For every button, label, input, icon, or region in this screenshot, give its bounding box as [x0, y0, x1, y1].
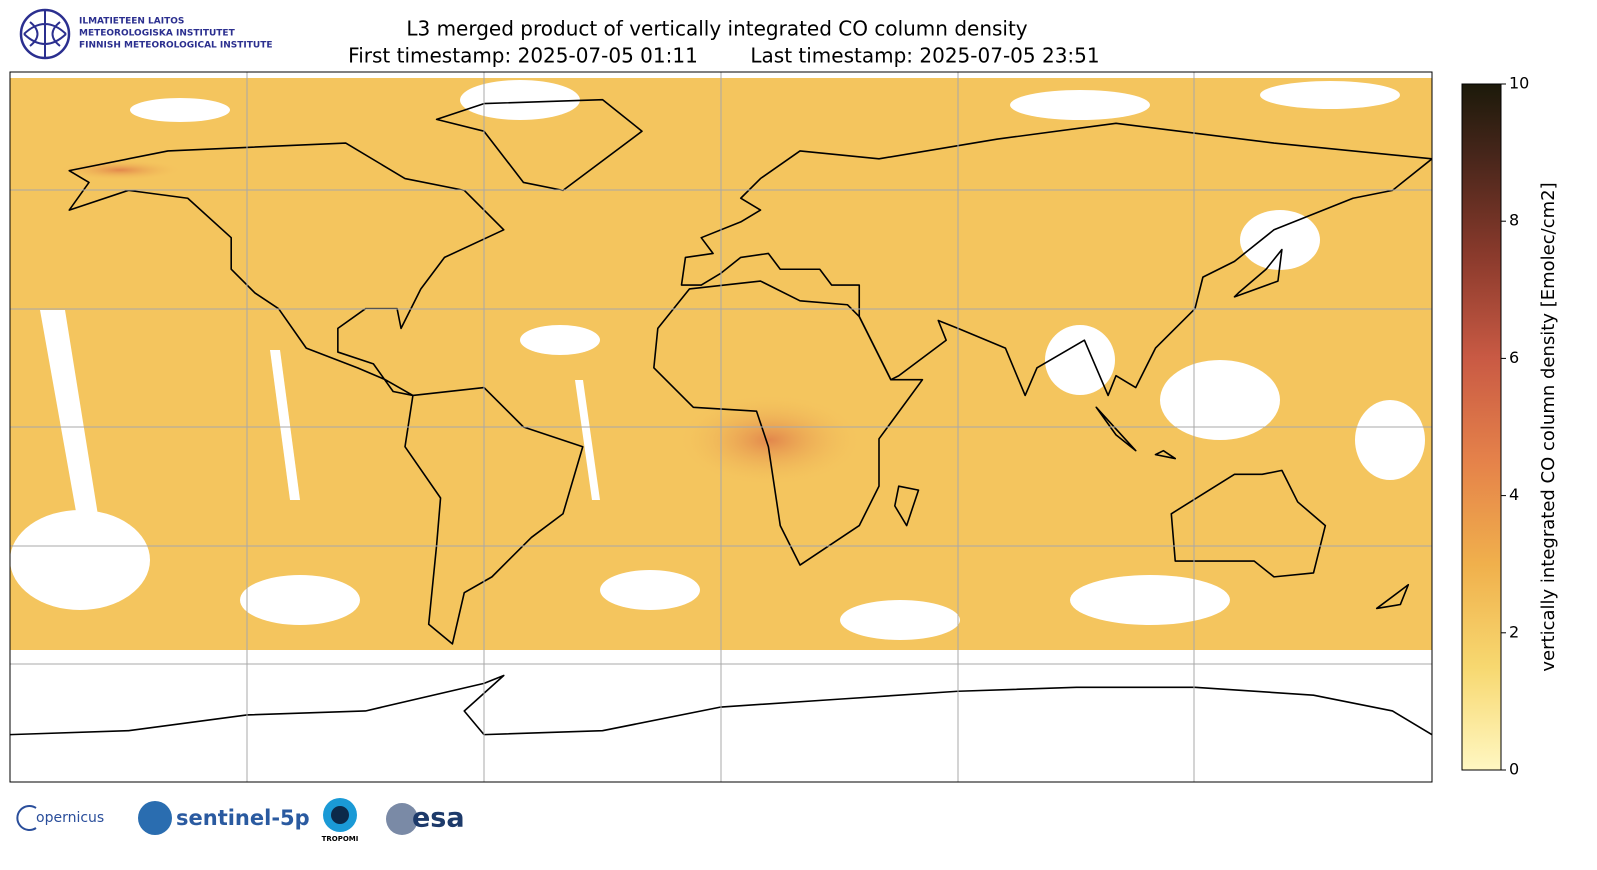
logo-text: ILMATIETEEN LAITOS: [79, 17, 184, 27]
tropomi-logo: TROPOMI: [322, 798, 359, 843]
fmi-logo: ILMATIETEEN LAITOS METEOROLOGISKA INSTIT…: [19, 8, 273, 60]
colorbar: [1461, 83, 1502, 771]
esa-logo: esa: [386, 803, 465, 835]
logo-text: sentinel-5p: [176, 806, 310, 830]
logo-text: FINNISH METEOROLOGICAL INSTITUTE: [79, 41, 273, 51]
colorbar-tick-label: 4: [1509, 485, 1519, 504]
first-timestamp: First timestamp: 2025-07-05 01:11: [348, 44, 698, 68]
colorbar-tick-label: 8: [1509, 211, 1519, 230]
map-title: L3 merged product of vertically integrat…: [406, 17, 1027, 41]
logo-text: opernicus: [36, 810, 104, 826]
colorbar-tick-label: 10: [1509, 74, 1529, 93]
logo-text: TROPOMI: [322, 835, 359, 843]
colorbar-ticks: 0 2 4 6 8 10: [1501, 74, 1529, 779]
copernicus-logo: opernicus: [16, 805, 104, 831]
last-timestamp: Last timestamp: 2025-07-05 23:51: [750, 44, 1099, 68]
cloud-gaps: [10, 80, 1425, 640]
map-frame: [9, 71, 1433, 783]
colorbar-tick-label: 2: [1509, 622, 1519, 641]
map: [10, 72, 1432, 782]
colorbar-label: vertically integrated CO column density …: [1538, 182, 1559, 671]
logo-text: METEOROLOGISKA INSTITUTET: [79, 29, 236, 39]
sentinel-logo: sentinel-5p: [138, 801, 310, 835]
graticule: [10, 72, 1432, 782]
colorbar-tick-label: 0: [1509, 760, 1519, 779]
colorbar-tick-label: 6: [1509, 348, 1519, 367]
logo-text: esa: [412, 803, 465, 834]
coastlines: [10, 100, 1432, 735]
